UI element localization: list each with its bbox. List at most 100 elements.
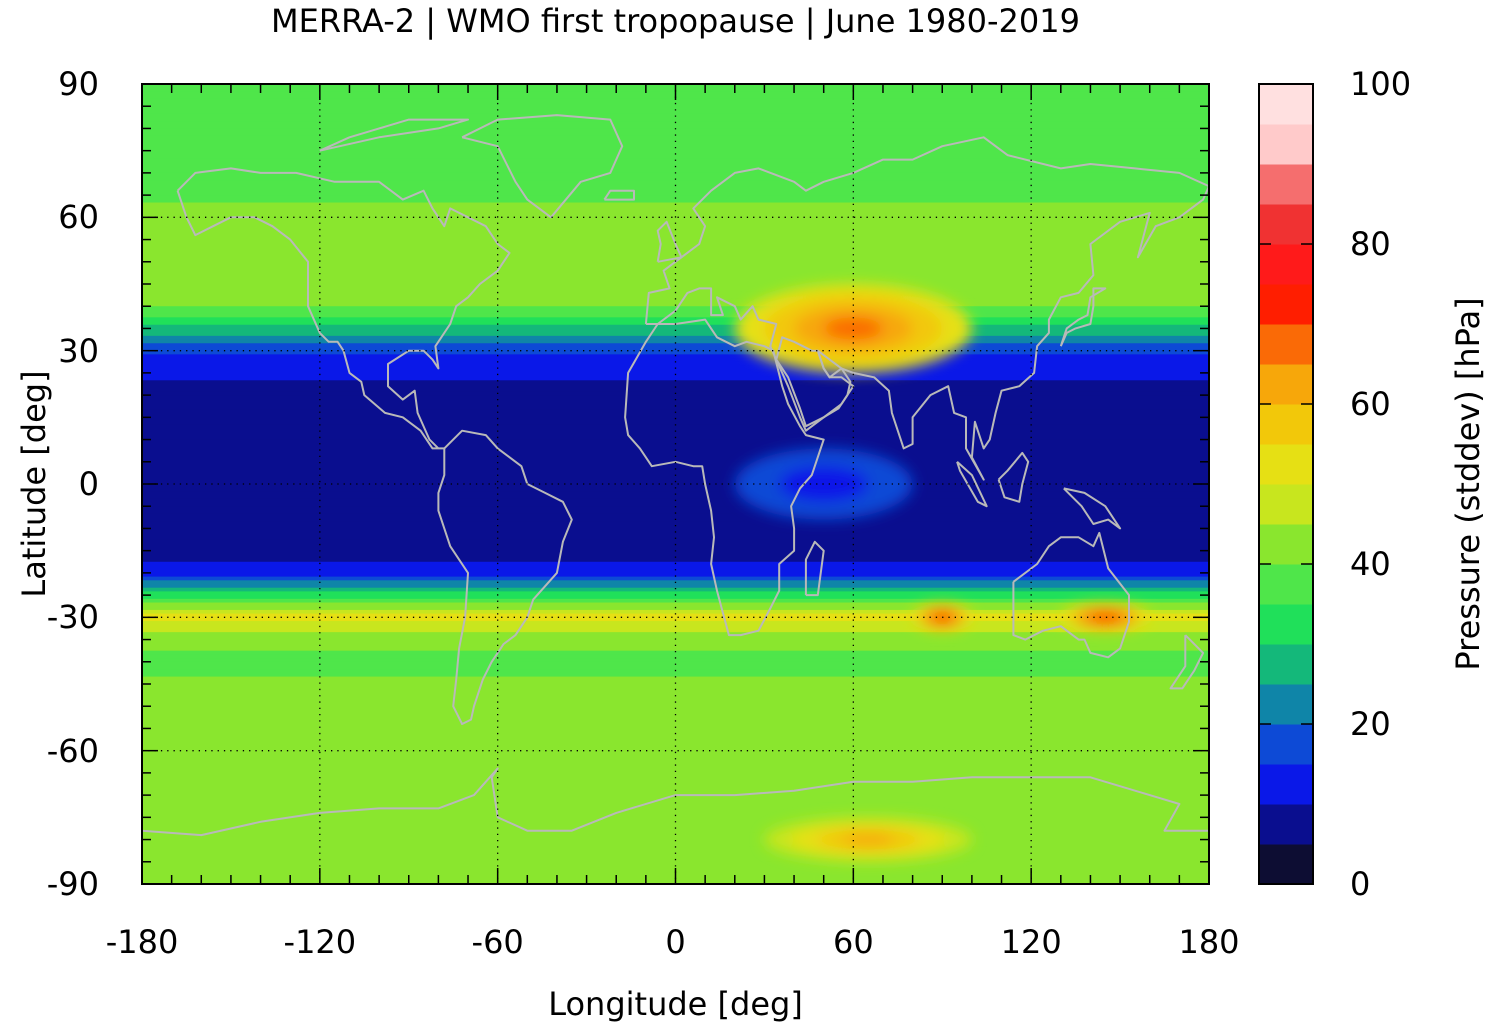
field-band: [142, 706, 1209, 715]
colorbar-tick-label: 80: [1350, 225, 1391, 263]
field-band: [142, 546, 1209, 552]
field-band: [142, 854, 1209, 863]
field-band: [142, 539, 1209, 544]
colorbar-swatch: [1259, 364, 1313, 405]
feature-region: [823, 317, 883, 340]
x-tick-label: -60: [471, 923, 524, 961]
field-band: [142, 635, 1209, 641]
y-tick-label: 0: [78, 465, 99, 503]
colorbar-swatch: [1259, 524, 1313, 565]
colorbar-swatch: [1259, 324, 1313, 365]
field-band: [142, 469, 1209, 478]
colorbar-tick-label: 40: [1350, 545, 1391, 583]
field-band: [142, 376, 1209, 381]
x-tick-label: 180: [1178, 923, 1240, 961]
y-tick-label: -30: [46, 598, 99, 637]
field-band: [142, 765, 1209, 774]
field-band: [142, 839, 1209, 848]
field-band: [142, 646, 1209, 652]
field-band: [142, 432, 1209, 441]
field-band: [142, 202, 1209, 211]
field-band: [142, 306, 1209, 311]
y-tick-label: -90: [46, 865, 99, 903]
field-band: [142, 446, 1209, 455]
coast-uk: [656, 220, 683, 263]
x-tick-label: 0: [665, 923, 686, 961]
coast-greenland: [461, 114, 624, 219]
colorbar-swatch: [1259, 164, 1313, 205]
field-band: [142, 369, 1209, 374]
colorbar-tick-label: 60: [1350, 385, 1391, 423]
field-band: [142, 528, 1209, 533]
coast-africa: [624, 318, 825, 637]
field-band: [142, 246, 1209, 255]
coast-iceland: [603, 189, 635, 201]
colorbar-swatch: [1259, 564, 1313, 605]
field-band: [142, 298, 1209, 307]
field-band: [142, 532, 1209, 537]
field-band: [142, 172, 1209, 181]
field-band: [142, 809, 1209, 818]
field-band: [142, 506, 1209, 515]
field-band: [142, 343, 1209, 348]
coast-antarctica: [142, 767, 1209, 837]
coast-north-america: [176, 167, 511, 450]
field-band: [142, 587, 1209, 593]
coast-australia: [1012, 531, 1130, 659]
x-tick-label: -180: [105, 923, 179, 961]
field-band: [142, 613, 1209, 618]
coast-madagascar: [804, 540, 825, 597]
field-band: [142, 417, 1209, 426]
field-band: [142, 543, 1209, 548]
field-band: [142, 195, 1209, 204]
field-band: [142, 284, 1209, 293]
field-band: [142, 669, 1209, 678]
colorbar-swatch: [1259, 244, 1313, 285]
x-tick-label: -120: [283, 923, 357, 961]
field-band: [142, 358, 1209, 363]
field-band: [142, 565, 1209, 570]
field-band: [142, 339, 1209, 344]
colorbar-swatch: [1259, 604, 1313, 645]
x-axis-label: Longitude [deg]: [548, 985, 803, 1023]
field-band: [142, 584, 1209, 589]
colorbar-frame: [1258, 83, 1314, 885]
coast-arabia: [775, 336, 852, 428]
field-band: [142, 135, 1209, 144]
colorbar-swatch: [1259, 804, 1313, 845]
field-band: [142, 713, 1209, 722]
field-band: [142, 661, 1209, 670]
colorbar-tick-label: 0: [1350, 865, 1371, 903]
colorbar-swatch: [1259, 684, 1313, 725]
x-tick-label: 120: [1000, 923, 1062, 961]
chart-title: MERRA-2 | WMO first tropopause | June 19…: [271, 2, 1080, 40]
field-band: [142, 324, 1209, 330]
plot-area: [141, 83, 1210, 885]
field-band: [142, 461, 1209, 470]
field-band: [142, 335, 1209, 341]
field-band: [142, 380, 1209, 385]
colorbar-swatch: [1259, 484, 1313, 525]
colorbar-swatch: [1259, 84, 1313, 125]
field-band: [142, 832, 1209, 841]
field-band: [142, 658, 1209, 663]
field-band: [142, 576, 1209, 581]
colorbar-swatch: [1259, 284, 1313, 325]
field-band: [142, 728, 1209, 737]
field-band: [142, 150, 1209, 159]
field-band: [142, 209, 1209, 218]
field-band: [142, 113, 1209, 122]
field-band: [142, 628, 1209, 633]
colorbar-swatch: [1259, 204, 1313, 245]
field-band: [142, 217, 1209, 226]
y-tick-label: -60: [46, 731, 99, 770]
field-band: [142, 632, 1209, 637]
field-band: [142, 595, 1209, 600]
field-band: [142, 654, 1209, 659]
colorbar-tick-label: 20: [1350, 705, 1391, 743]
field-band: [142, 602, 1209, 607]
colorbar: [1258, 83, 1314, 885]
field-band: [142, 550, 1209, 555]
field-band: [142, 498, 1209, 507]
field-band: [142, 606, 1209, 611]
